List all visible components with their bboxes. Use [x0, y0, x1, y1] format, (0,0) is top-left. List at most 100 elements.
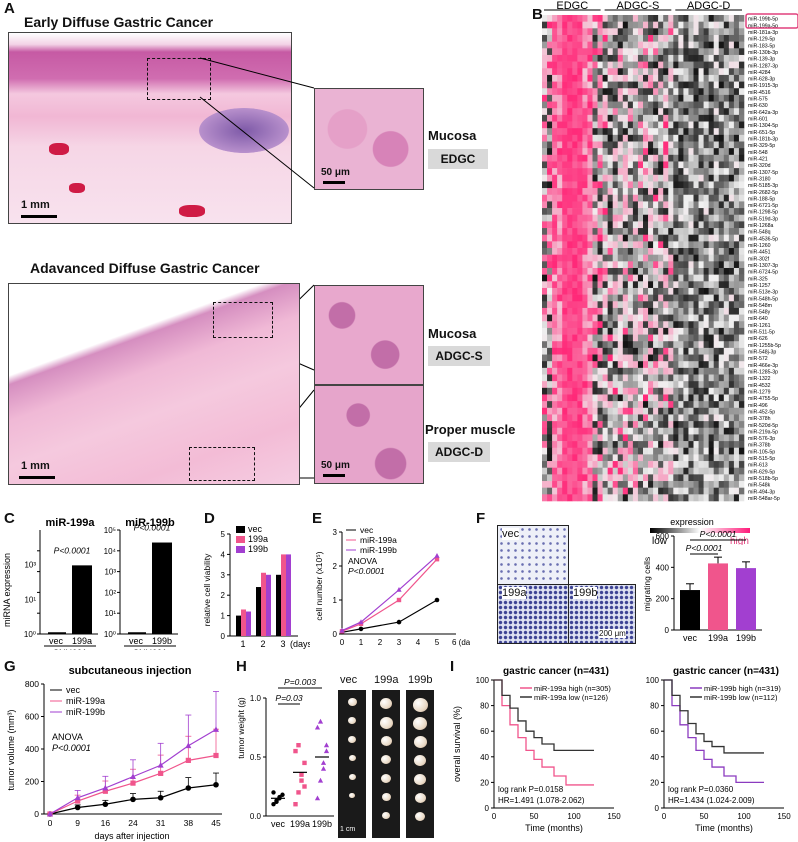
heatmap-cell	[703, 414, 709, 422]
heatmap-cell	[622, 48, 629, 56]
heatmap-cell	[648, 108, 654, 116]
heatmap-cell	[577, 314, 583, 322]
heatmap-cell	[713, 61, 720, 69]
heatmap-cell	[612, 414, 619, 422]
heatmap-cell	[587, 88, 593, 96]
heatmap-cell	[622, 494, 629, 502]
heatmap-cell	[698, 134, 704, 142]
heatmap-cell	[708, 81, 714, 89]
heatmap-cell	[587, 414, 593, 422]
heatmap-cell	[668, 267, 674, 275]
heatmap-cell	[547, 214, 553, 222]
heatmap-cell	[678, 474, 684, 482]
heatmap-cell	[663, 228, 669, 235]
heatmap-cell	[617, 34, 624, 42]
heatmap-cell	[582, 128, 588, 136]
legend-swatch	[236, 536, 245, 543]
heatmap-cell	[733, 148, 740, 156]
heatmap-cell	[733, 301, 740, 309]
heatmap-cell	[597, 487, 603, 495]
heatmap-cell	[562, 434, 568, 442]
heatmap-cell	[637, 248, 644, 255]
heatmap-cell	[572, 134, 578, 142]
heatmap-cell	[723, 374, 730, 382]
heatmap-cell	[607, 441, 613, 449]
heatmap-cell	[612, 374, 619, 382]
heatmap-cell	[632, 401, 639, 409]
p-value: P=0.003	[284, 677, 316, 687]
heatmap-cell	[577, 294, 583, 302]
heatmap-cell	[622, 361, 629, 369]
heatmap-cell	[547, 141, 553, 149]
heatmap-cell	[668, 68, 674, 76]
heatmap-cell	[602, 334, 608, 342]
heatmap-cell	[547, 68, 553, 76]
heatmap-cell	[557, 347, 563, 355]
heatmap-cell	[688, 407, 694, 415]
heatmap-cell	[557, 454, 563, 462]
heatmap-cell	[582, 307, 588, 315]
heatmap-cell	[542, 387, 548, 395]
heatmap-cell	[557, 248, 563, 255]
heatmap-cell	[658, 114, 664, 122]
heatmap-cell	[738, 148, 745, 156]
heatmap-cell	[632, 54, 639, 62]
heatmap-cell	[703, 447, 709, 455]
heatmap-cell	[572, 314, 578, 322]
heatmap-cell	[637, 134, 644, 142]
heatmap-cell	[738, 454, 745, 462]
heatmap-cell	[668, 214, 674, 222]
heatmap-cell	[663, 381, 669, 389]
heatmap-cell	[693, 294, 699, 302]
heatmap-cell	[713, 194, 720, 202]
heatmap-cell	[547, 327, 553, 335]
heatmap-cell	[632, 294, 639, 302]
heatmap-cell	[708, 94, 714, 102]
heatmap-cell	[552, 314, 558, 322]
heatmap-cell	[577, 327, 583, 335]
mirna-label: miR-378b	[748, 443, 771, 449]
anova-label: ANOVA	[52, 732, 83, 742]
heatmap-cell	[592, 481, 598, 488]
heatmap-cell	[617, 248, 624, 255]
heatmap-cell	[713, 21, 720, 29]
heatmap-cell	[562, 414, 568, 422]
heatmap-cell	[622, 367, 629, 375]
heatmap-cell	[622, 274, 629, 282]
heatmap-cell	[567, 194, 573, 202]
heatmap-cell	[582, 354, 588, 362]
heatmap-cell	[713, 68, 720, 76]
heatmap-cell	[678, 407, 684, 415]
heatmap-cell	[552, 134, 558, 142]
heatmap-cell	[673, 307, 679, 315]
heatmap-cell	[607, 228, 613, 235]
heatmap-cell	[557, 267, 563, 275]
heatmap-cell	[587, 254, 593, 262]
heatmap-cell	[648, 94, 654, 102]
heatmap-cell	[643, 487, 649, 495]
heatmap-cell	[572, 161, 578, 169]
heatmap-cell	[582, 181, 588, 189]
heatmap-cell	[663, 494, 669, 502]
heatmap-cell	[713, 494, 720, 502]
heatmap-cell	[678, 314, 684, 322]
tumor-photo-vec	[338, 690, 366, 838]
heatmap-cell	[637, 441, 644, 449]
heatmap-cell	[627, 374, 634, 382]
heatmap-cell	[723, 461, 730, 469]
heatmap-cell	[683, 421, 689, 429]
heatmap-cell	[582, 134, 588, 142]
heatmap-cell	[542, 228, 548, 235]
heatmap-cell	[688, 61, 694, 69]
heatmap-cell	[658, 101, 664, 109]
heatmap-cell	[643, 121, 649, 129]
y-axis-label: tumor weight (g)	[236, 697, 246, 759]
x-tick-label: 0	[48, 818, 53, 828]
heatmap-cell	[683, 381, 689, 389]
tumor	[381, 793, 391, 802]
heatmap-cell	[622, 327, 629, 335]
heatmap-cell	[738, 374, 745, 382]
heatmap-cell	[577, 201, 583, 209]
heatmap-cell	[728, 241, 735, 249]
